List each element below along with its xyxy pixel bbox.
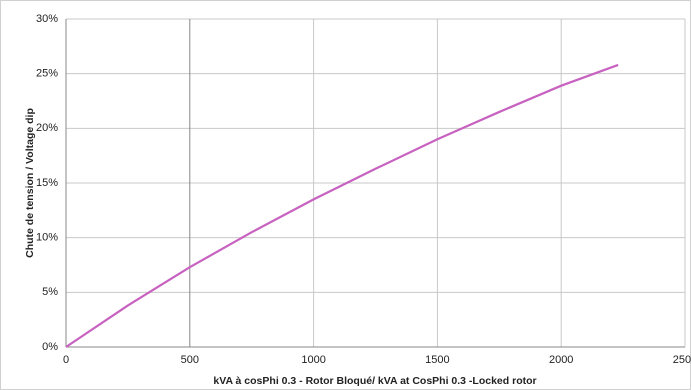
y-tick-label: 15% (36, 177, 58, 189)
x-tick-label: 1500 (425, 354, 449, 366)
x-axis-title: kVA à cosPhi 0.3 - Rotor Bloqué/ kVA at … (213, 375, 536, 387)
x-tick-label: 1000 (301, 354, 325, 366)
y-tick-label: 25% (36, 68, 58, 80)
x-tick-label: 500 (181, 354, 199, 366)
y-tick-label: 20% (36, 122, 58, 134)
line-series (65, 63, 619, 348)
y-tick-label: 10% (36, 232, 58, 244)
x-tick-label: 2000 (549, 354, 573, 366)
y-tick-label: 5% (42, 286, 58, 298)
y-axis-title: Chute de tension / Voltage dip (24, 108, 36, 258)
y-tick-label: 0% (42, 341, 58, 353)
y-tick-label: 30% (36, 13, 58, 25)
x-tick-label: 0 (63, 354, 69, 366)
x-tick-label: 2500 (673, 354, 691, 366)
